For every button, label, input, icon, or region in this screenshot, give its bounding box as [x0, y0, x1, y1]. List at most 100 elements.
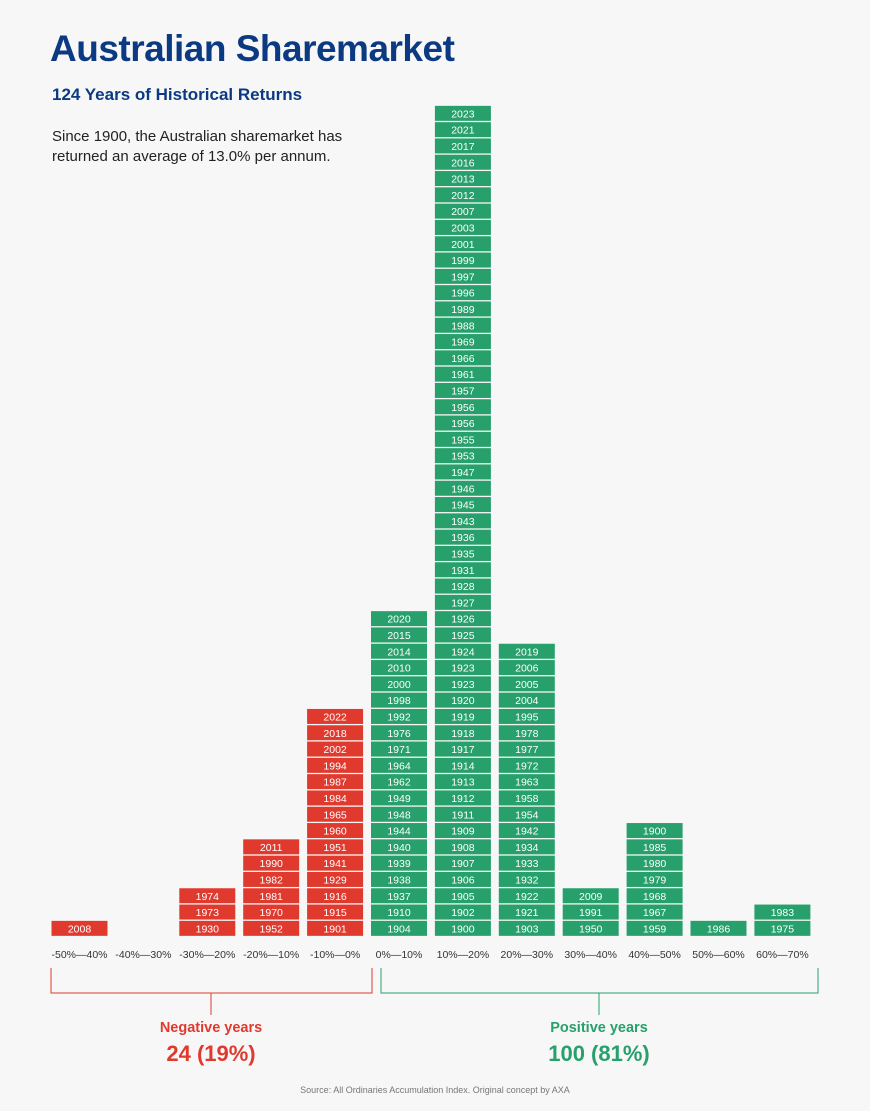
description-line-1: Since 1900, the Australian sharemarket h…	[52, 128, 343, 145]
bar-cell	[434, 366, 491, 382]
bar-cell	[754, 920, 811, 936]
bar-cell	[562, 920, 619, 936]
year-label: 2013	[451, 174, 475, 186]
bar-cell	[434, 725, 491, 741]
bar-cell	[371, 888, 427, 904]
year-label: 1900	[643, 826, 667, 838]
bar-cell	[498, 708, 555, 724]
bar-cell	[434, 268, 491, 284]
year-label: 1972	[515, 760, 539, 772]
year-label: 2000	[387, 679, 411, 691]
x-tick-label: 30%—40%	[564, 949, 617, 961]
bar-cell	[690, 920, 747, 936]
bar-cell	[434, 611, 491, 627]
year-label: 1962	[387, 777, 411, 789]
bar-cell	[371, 660, 427, 676]
x-tick-label: 10%—20%	[437, 949, 490, 961]
x-tick-label: -30%—20%	[179, 949, 235, 961]
year-label: 2002	[323, 744, 347, 756]
bar-cell	[626, 888, 683, 904]
bar-cell	[307, 790, 364, 806]
bar-cell	[243, 920, 300, 936]
year-label: 1985	[643, 842, 667, 854]
year-label: 1943	[451, 516, 475, 528]
year-label: 1905	[451, 891, 475, 903]
bar-cell	[498, 725, 555, 741]
bar-cell	[754, 904, 811, 920]
year-label: 1999	[451, 255, 475, 267]
bar-cell	[434, 399, 491, 415]
year-label: 2003	[451, 222, 475, 234]
bar-cell	[626, 855, 683, 871]
description-line-2: returned an average of 13.0% per annum.	[52, 148, 331, 165]
year-label: 1965	[323, 809, 347, 821]
positive-bracket	[380, 968, 819, 1015]
year-label: 1923	[451, 679, 475, 691]
bar-cell	[434, 154, 491, 170]
bar-cell	[434, 774, 491, 790]
year-label: 1907	[451, 858, 475, 870]
bar-cell	[243, 904, 300, 920]
bar-cell	[434, 236, 491, 252]
year-label: 1982	[260, 874, 284, 886]
bar-cell	[434, 171, 491, 187]
bar-cell	[626, 920, 683, 936]
bar-cell	[371, 741, 427, 757]
year-label: 1980	[643, 858, 667, 870]
year-label: 1949	[387, 793, 411, 805]
bar-cell	[434, 920, 491, 936]
year-label: 1979	[643, 874, 667, 886]
year-label: 1941	[323, 858, 347, 870]
year-label: 1930	[196, 923, 220, 935]
bar-cell	[371, 855, 427, 871]
year-label: 1925	[451, 630, 475, 642]
bar-cell	[434, 105, 491, 121]
bar-cell	[434, 138, 491, 154]
bar-cell	[498, 920, 555, 936]
bar-cell	[498, 855, 555, 871]
year-label: 1939	[387, 858, 411, 870]
bar-cell	[498, 806, 555, 822]
bar-cell	[626, 823, 683, 839]
year-label: 1981	[260, 891, 284, 903]
year-label: 1928	[451, 581, 475, 593]
year-label: 1956	[451, 418, 475, 430]
bar-cell	[498, 790, 555, 806]
year-label: 2011	[260, 842, 283, 854]
bar-cell	[371, 806, 427, 822]
x-tick-label: -50%—40%	[51, 949, 107, 961]
year-label: 1994	[323, 760, 347, 772]
bar-cell	[498, 692, 555, 708]
year-label: 2006	[515, 663, 539, 675]
bar-cell	[434, 904, 491, 920]
bar-cell	[307, 725, 364, 741]
year-label: 1959	[643, 923, 667, 935]
bar-cell	[434, 790, 491, 806]
year-label: 1922	[515, 891, 539, 903]
bar-cell	[307, 774, 364, 790]
year-label: 1931	[451, 565, 475, 577]
bar-cell	[243, 839, 300, 855]
year-label: 1953	[451, 451, 475, 463]
year-label: 2007	[451, 206, 475, 218]
bar-cell	[434, 692, 491, 708]
year-label: 1916	[323, 891, 347, 903]
bar-cell	[434, 431, 491, 447]
year-label: 1929	[323, 874, 347, 886]
year-label: 1997	[451, 271, 475, 283]
bar-cell	[626, 839, 683, 855]
x-tick-label: 60%—70%	[756, 949, 809, 961]
bar-cell	[434, 285, 491, 301]
bar-cell	[307, 888, 364, 904]
x-tick-label: -10%—0%	[310, 949, 360, 961]
bar-cell	[498, 741, 555, 757]
year-label: 1912	[451, 793, 475, 805]
bar-cell	[307, 806, 364, 822]
bar-cell	[371, 692, 427, 708]
year-label: 1974	[196, 891, 220, 903]
x-tick-label: 40%—50%	[628, 949, 681, 961]
bar-cell	[307, 920, 364, 936]
bar-cell	[179, 904, 236, 920]
year-label: 1917	[451, 744, 475, 756]
